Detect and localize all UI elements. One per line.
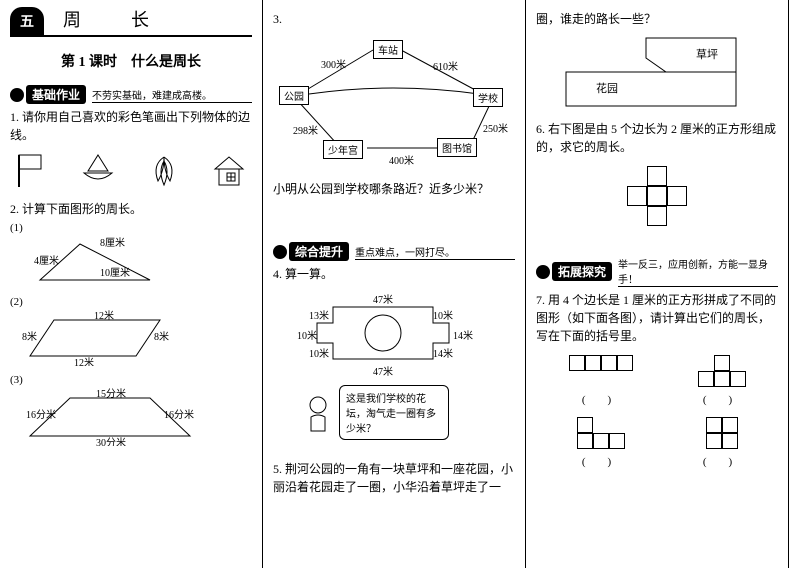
mascot-icon xyxy=(10,88,24,102)
map-station: 车站 xyxy=(373,40,403,59)
mascot-icon-3 xyxy=(536,265,550,279)
map-school: 学校 xyxy=(473,88,503,107)
section-basic-badge: 基础作业 xyxy=(26,85,86,104)
trap-b: 16分米 xyxy=(26,408,56,421)
map-park: 公园 xyxy=(279,86,309,105)
para-c: 12米 xyxy=(74,356,94,366)
paren-3: ( ) xyxy=(582,453,611,469)
q7-text: 7. 用 4 个边长是 1 厘米的正方形拼成了不同的图形（如下面各图），请计算出… xyxy=(536,291,778,345)
q5b-text: 圈，谁走的路长一些？ xyxy=(536,10,778,28)
lawn-garden-figure: 草坪 花园 xyxy=(536,32,778,112)
column-3: 圈，谁走的路长一些？ 草坪 花园 6. 右下图是由 5 个边长为 2 厘米的正方… xyxy=(526,0,789,568)
map-d5: 298米 xyxy=(293,122,318,137)
lesson-title: 第 1 课时 什么是周长 xyxy=(10,51,252,71)
tri-b: 4厘米 xyxy=(34,254,59,267)
unit-badge: 五 xyxy=(10,7,44,35)
paren-2: ( ) xyxy=(703,391,732,407)
garden-label: 花园 xyxy=(596,82,618,95)
section-comp: 综合提升 重点难点，一网打尽。 xyxy=(273,242,515,261)
rect-r2: 14米 xyxy=(433,345,453,360)
section-ext-badge: 拓展探究 xyxy=(552,262,612,281)
q3-num: 3. xyxy=(273,10,515,28)
house-icon xyxy=(206,150,252,190)
map-library: 图书馆 xyxy=(437,138,477,157)
para-b: 8米 xyxy=(154,330,169,343)
unit-title: 周 长 xyxy=(63,6,165,32)
q3b-text: 小明从公园到学校哪条路近？近多少米？ xyxy=(273,180,515,198)
trap-d: 30分米 xyxy=(96,436,126,446)
section-comp-badge: 综合提升 xyxy=(289,242,349,261)
section-comp-sub: 重点难点，一网打尽。 xyxy=(355,244,515,260)
paren-row-2: ( ) ( ) xyxy=(536,453,778,469)
para-a: 12米 xyxy=(94,310,114,322)
q4-text: 4. 算一算。 xyxy=(273,265,515,283)
tetromino-i xyxy=(569,355,633,387)
trapezoid-figure: 15分米 16分米 16分米 30分米 xyxy=(10,388,252,446)
map-d3: 250米 xyxy=(483,120,508,135)
q2-3-num: (3) xyxy=(10,374,252,386)
rect-l2: 10米 xyxy=(309,345,329,360)
paren-4: ( ) xyxy=(703,453,732,469)
q1-shapes xyxy=(10,150,252,190)
q5-text: 5. 荆河公园的一角有一块草坪和一座花园，小丽沿着花园走了一圈，小华沿着草坪走了… xyxy=(273,460,515,496)
tetro-row-1 xyxy=(536,355,778,387)
map-palace: 少年宫 xyxy=(323,140,363,159)
q2-1-num: (1) xyxy=(10,222,252,234)
speech-bubble: 这是我们学校的花坛，淘气走一圈有多少米？ xyxy=(339,385,449,440)
tri-a: 8厘米 xyxy=(100,236,125,249)
trap-a: 15分米 xyxy=(96,388,126,400)
tetromino-o xyxy=(706,417,738,449)
bubble-row: 这是我们学校的花坛，淘气走一圈有多少米？ xyxy=(303,385,515,440)
column-1: 五 周 长 第 1 课时 什么是周长 基础作业 不劳实基础，难建成高楼。 1. … xyxy=(0,0,263,568)
rect-gapR: 14米 xyxy=(453,327,473,342)
unit-header: 五 周 长 xyxy=(10,6,252,37)
section-basic-sub: 不劳实基础，难建成高楼。 xyxy=(92,87,252,103)
triangle-figure: 8厘米 4厘米 10厘米 xyxy=(10,236,252,288)
column-2: 3. 公园 车站 学校 图书馆 少年宫 300米 610米 250米 400米 … xyxy=(263,0,526,568)
lawn-label: 草坪 xyxy=(696,48,718,61)
q2-2-num: (2) xyxy=(10,296,252,308)
q6-text: 6. 右下图是由 5 个边长为 2 厘米的正方形组成的，求它的周长。 xyxy=(536,120,778,156)
cross-figure xyxy=(627,166,687,226)
rect-gapL: 10米 xyxy=(297,327,317,342)
rect-r1: 10米 xyxy=(433,307,453,322)
map-d2: 610米 xyxy=(433,58,458,73)
map-d1: 300米 xyxy=(321,56,346,71)
rect-l1: 13米 xyxy=(309,307,329,322)
rect-bottom: 47米 xyxy=(373,363,393,378)
tri-c: 10厘米 xyxy=(100,266,130,279)
paren-1: ( ) xyxy=(582,391,611,407)
para-d: 8米 xyxy=(22,330,37,343)
trap-c: 16分米 xyxy=(164,408,194,421)
boat-icon xyxy=(75,150,121,190)
section-ext-sub: 举一反三，应用创新，方能一显身手！ xyxy=(618,256,778,287)
paren-row-1: ( ) ( ) xyxy=(536,391,778,407)
map-d4: 400米 xyxy=(389,152,414,167)
mascot-icon-2 xyxy=(273,245,287,259)
q2-text: 2. 计算下面图形的周长。 xyxy=(10,200,252,218)
leaf-icon xyxy=(141,150,187,190)
flag-icon xyxy=(10,150,56,190)
flowerbed-figure: 47米 47米 13米 10米 10米 14米 10米 14米 xyxy=(273,287,515,377)
tetro-row-2 xyxy=(536,417,778,449)
child-icon xyxy=(303,393,333,433)
section-ext: 拓展探究 举一反三，应用创新，方能一显身手！ xyxy=(536,256,778,287)
parallelogram-figure: 12米 8米 12米 8米 xyxy=(10,310,252,366)
map-figure: 公园 车站 学校 图书馆 少年宫 300米 610米 250米 400米 298… xyxy=(273,32,515,172)
section-basic: 基础作业 不劳实基础，难建成高楼。 xyxy=(10,85,252,104)
tetromino-l xyxy=(577,417,625,449)
rect-top: 47米 xyxy=(373,291,393,306)
q1-text: 1. 请你用自己喜欢的彩色笔画出下列物体的边线。 xyxy=(10,108,252,144)
tetromino-t xyxy=(698,355,746,387)
